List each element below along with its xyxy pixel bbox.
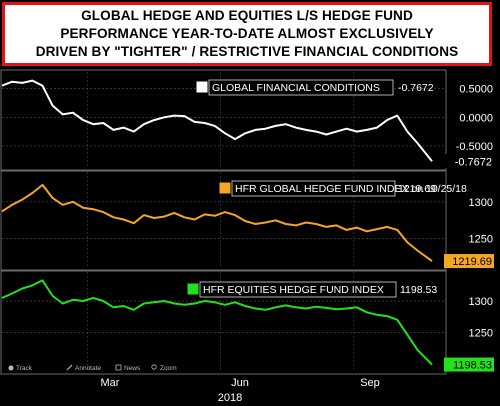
legend-series-name: HFR EQUITIES HEDGE FUND INDEX xyxy=(203,284,384,296)
title-line-2: PERFORMANCE YEAR-TO-DATE ALMOST EXCLUSIV… xyxy=(60,26,434,41)
panel-hfr-global-frame xyxy=(0,170,447,271)
legend-swatch xyxy=(219,182,231,194)
title-line-3: DRIVEN BY "TIGHTER" / RESTRICTIVE FINANC… xyxy=(35,44,459,59)
track-icon xyxy=(8,365,14,371)
legend: HFR GLOBAL HEDGE FUND INDEX on 10/25/181… xyxy=(219,180,467,197)
title-box: GLOBAL HEDGE AND EQUITIES L/S HEDGE FUND… xyxy=(2,2,492,66)
legend-box xyxy=(208,79,394,96)
news-label: News xyxy=(124,365,141,372)
series-line xyxy=(1,279,433,366)
last-value-tag-text: 1219.69 xyxy=(452,256,492,268)
news-icon xyxy=(115,364,122,371)
label-layer: 0.5000 0.0000 -0.5000 GLOBAL FINANCIAL COND… xyxy=(187,79,494,372)
legend-box xyxy=(199,281,397,298)
last-value-tag xyxy=(444,357,494,372)
zoom-tool[interactable]: Zoom xyxy=(151,364,177,372)
annotate-label: Annotate xyxy=(75,365,101,372)
annotate-tool[interactable]: Annotate xyxy=(66,364,101,372)
last-value-tag xyxy=(444,154,494,169)
series-layer xyxy=(1,79,433,366)
x-tick-label-jun: Jun xyxy=(231,377,249,389)
legend-series-name: GLOBAL FINANCIAL CONDITIONS xyxy=(212,82,380,94)
x-tick-label-mar: Mar xyxy=(101,377,120,389)
y-tick-label: -0.5000 xyxy=(456,141,493,153)
x-tick-label-sep: Sep xyxy=(360,377,380,389)
legend-swatch xyxy=(187,283,199,295)
series-line xyxy=(1,183,433,262)
panel-hfr-equities-frame xyxy=(0,270,447,375)
legend-swatch xyxy=(196,81,208,93)
last-value-tag-text: 1198.53 xyxy=(453,360,492,372)
grid-layer xyxy=(2,72,446,370)
track-tool[interactable]: Track xyxy=(8,365,33,372)
last-value-tag xyxy=(444,254,494,269)
legend-box xyxy=(231,180,396,197)
legend-last-value: 1219.69 xyxy=(398,183,436,195)
legend: GLOBAL FINANCIAL CONDITIONS -0.7672 xyxy=(196,79,434,96)
news-tool[interactable]: News xyxy=(115,364,141,372)
chart-toolbar: Track Annotate News Zoom xyxy=(8,364,177,372)
pencil-icon xyxy=(66,364,73,371)
title-line-1: GLOBAL HEDGE AND EQUITIES L/S HEDGE FUND xyxy=(81,8,413,23)
x-axis-year: 2018 xyxy=(218,392,242,404)
zoom-label: Zoom xyxy=(160,365,177,372)
legend-last-value: -0.7672 xyxy=(398,82,434,94)
legend: HFR EQUITIES HEDGE FUND INDEX 1198.53 xyxy=(187,281,437,298)
y-tick-label: 0.5000 xyxy=(459,84,493,96)
track-label: Track xyxy=(16,365,33,372)
legend-last-value: 1198.53 xyxy=(400,284,437,296)
last-value-tag-text: -0.7672 xyxy=(455,156,492,168)
x-axis: Mar Jun Sep 2018 xyxy=(101,377,380,404)
y-tick-label: 1250 xyxy=(469,327,493,339)
panel-fci-frame xyxy=(0,69,447,171)
y-tick-label: 1250 xyxy=(469,234,493,246)
series-line xyxy=(1,79,433,162)
y-tick-label: 1300 xyxy=(469,296,493,308)
y-tick-label: 1300 xyxy=(469,197,493,209)
y-tick-label: 0.0000 xyxy=(459,112,493,124)
legend-series-name: HFR GLOBAL HEDGE FUND INDEX on 10/25/18 xyxy=(235,183,467,195)
zoom-icon xyxy=(151,364,157,370)
